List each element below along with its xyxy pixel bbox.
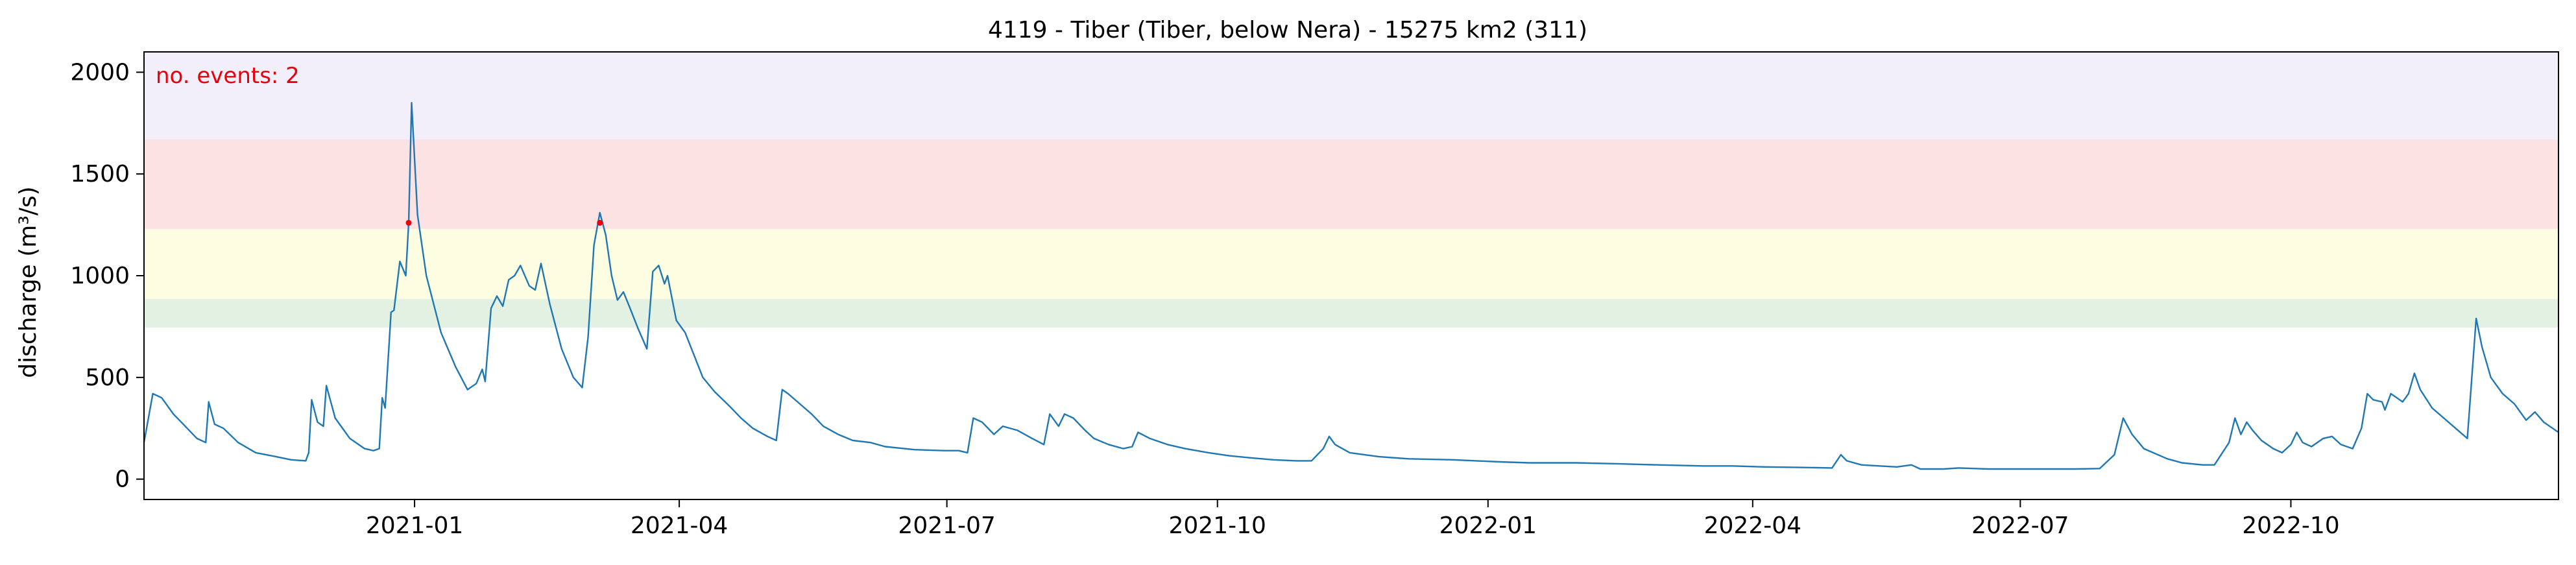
chart-title: 4119 - Tiber (Tiber, below Nera) - 15275… (988, 17, 1587, 43)
x-tick-label: 2022-07 (1971, 512, 2069, 539)
x-tick-label: 2022-10 (2242, 512, 2339, 539)
threshold-band-3 (144, 139, 2558, 229)
event-marker-2 (597, 219, 603, 226)
y-tick-label: 500 (85, 365, 130, 391)
x-tick-label: 2021-01 (366, 512, 463, 539)
event-marker-1 (405, 219, 412, 226)
y-tick-label: 1000 (70, 263, 130, 289)
x-tick-label: 2022-04 (1704, 512, 1801, 539)
y-axis: 0 500 1000 1500 2000 (70, 59, 144, 493)
x-tick-label: 2022-01 (1439, 512, 1537, 539)
y-tick-label: 2000 (70, 59, 130, 86)
threshold-band-1 (144, 299, 2558, 328)
y-axis-label: discharge (m³/s) (15, 186, 42, 378)
event-markers (405, 219, 603, 226)
y-tick-label: 0 (115, 466, 130, 493)
series-group (143, 102, 2559, 470)
events-count-annotation: no. events: 2 (156, 63, 300, 89)
x-axis: 2021-01 2021-04 2021-07 2021-10 2022-01 2022-… (366, 499, 2340, 539)
threshold-bands (144, 52, 2558, 328)
discharge-series-line (143, 102, 2559, 470)
x-tick-label: 2021-10 (1169, 512, 1266, 539)
threshold-band-4 (144, 52, 2558, 139)
x-tick-label: 2021-07 (898, 512, 995, 539)
x-tick-label: 2021-04 (631, 512, 728, 539)
y-tick-label: 1500 (70, 161, 130, 187)
